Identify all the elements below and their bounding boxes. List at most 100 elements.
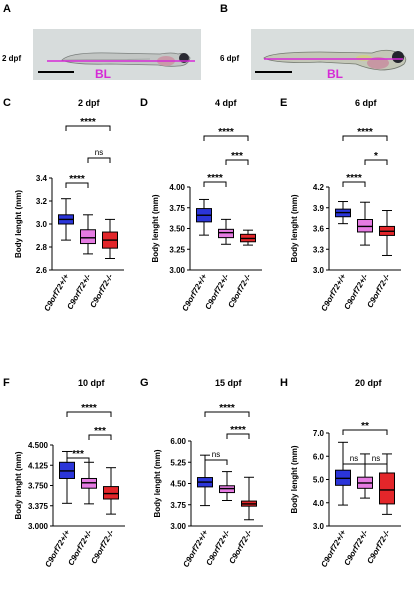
panel-label-c: C — [3, 97, 11, 109]
bracket-line — [342, 135, 388, 141]
box-1 — [335, 441, 351, 506]
significance-label: **** — [218, 127, 234, 138]
panel-label-g: G — [140, 377, 149, 389]
significance-bracket: ns — [87, 148, 111, 163]
significance-label: ns — [95, 148, 103, 157]
y-tick-label: 3.00 — [169, 266, 185, 275]
bracket-line — [66, 457, 90, 463]
y-tick-label: 3.00 — [170, 522, 186, 531]
significance-bracket: *** — [66, 449, 90, 463]
box-2 — [81, 461, 97, 505]
significance-bracket: *** — [88, 426, 112, 440]
significance-bracket: **** — [342, 173, 366, 187]
significance-bracket: ns — [364, 454, 388, 469]
chart-g: G 15 dpf 3.00 3.75 4.50 5.25 6.00 Body lenght (… — [140, 377, 263, 569]
bl-label-b: BL — [327, 67, 343, 81]
y-tick-label: 3.000 — [28, 522, 49, 531]
significance-bracket: **** — [65, 117, 111, 131]
y-tick-label: 4.00 — [169, 183, 185, 192]
y-axis-label: Body lenght (mm) — [290, 445, 299, 513]
significance-bracket: ns — [342, 454, 366, 469]
bracket-line — [225, 159, 249, 165]
y-tick-label: 2.8 — [36, 243, 48, 252]
bracket-line — [364, 463, 388, 469]
bracket-line — [88, 434, 112, 440]
significance-label: ns — [350, 454, 358, 463]
significance-label: **** — [230, 425, 246, 436]
y-axis-label: Body lenght (mm) — [151, 194, 160, 262]
box-3 — [379, 210, 395, 256]
box-iqr — [218, 228, 234, 239]
box-3 — [379, 453, 395, 515]
y-tick-label: 3.9 — [313, 204, 325, 213]
y-axis-label: Body lenght (mm) — [14, 190, 23, 258]
bracket-line — [66, 411, 112, 417]
larva-drawing-b — [263, 49, 407, 71]
significance-bracket: **** — [65, 174, 89, 188]
significance-bracket: ** — [342, 421, 388, 435]
significance-bracket: **** — [342, 127, 388, 141]
significance-label: **** — [357, 127, 373, 138]
significance-label: **** — [219, 403, 235, 414]
y-tick-label: 6.0 — [313, 452, 325, 461]
box-iqr — [103, 486, 119, 500]
chart-title: 6 dpf — [355, 98, 378, 108]
y-tick-label: 6.00 — [170, 437, 186, 446]
panel-label-b: B — [220, 3, 228, 15]
panel-label-f: F — [3, 377, 10, 389]
y-tick-label: 3.4 — [36, 174, 48, 183]
significance-label: **** — [80, 117, 96, 128]
y-axis-label: Body lenght (mm) — [14, 451, 23, 519]
significance-bracket: **** — [204, 403, 250, 417]
chart-f: F 10 dpf 3.000 3.375 3.750 4.125 4.500 Body len… — [3, 377, 125, 569]
chart-title: 2 dpf — [78, 98, 101, 108]
box-3 — [240, 229, 256, 246]
chart-title: 10 dpf — [78, 378, 106, 388]
y-tick-label: 7.0 — [313, 429, 325, 438]
y-tick-label: 4.500 — [28, 441, 49, 450]
bracket-line — [342, 181, 366, 187]
box-2 — [219, 471, 235, 501]
significance-label: *** — [72, 449, 84, 460]
significance-label: **** — [207, 173, 223, 184]
y-tick-label: 4.0 — [313, 499, 325, 508]
box-2 — [80, 214, 96, 255]
stage-label-a: 2 dpf — [2, 54, 21, 63]
panel-label-d: D — [140, 97, 148, 109]
bracket-line — [204, 459, 228, 465]
y-tick-label: 2.6 — [36, 266, 48, 275]
y-tick-label: 3.2 — [36, 197, 48, 206]
significance-label: **** — [69, 174, 85, 185]
significance-label: ns — [372, 454, 380, 463]
box-iqr — [379, 472, 395, 505]
box-1 — [196, 198, 212, 236]
bracket-line — [204, 411, 250, 417]
box-2 — [218, 218, 234, 245]
y-tick-label: 3.75 — [170, 501, 186, 510]
y-tick-label: 4.50 — [170, 480, 186, 489]
significance-label: **** — [81, 403, 97, 414]
stage-label-b: 6 dpf — [220, 54, 239, 63]
larva-drawing-a — [61, 52, 191, 67]
y-tick-label: 3.375 — [28, 502, 49, 511]
y-tick-label: 5.25 — [170, 458, 186, 467]
y-tick-label: 4.125 — [28, 461, 49, 470]
significance-label: * — [374, 151, 378, 162]
significance-bracket: **** — [203, 127, 249, 141]
chart-title: 20 dpf — [355, 378, 383, 388]
box-1 — [335, 201, 351, 225]
significance-label: *** — [231, 151, 243, 162]
box-iqr — [80, 229, 96, 245]
significance-label: *** — [94, 426, 106, 437]
y-tick-label: 3.25 — [169, 245, 185, 254]
bracket-line — [65, 182, 89, 188]
box-1 — [58, 198, 74, 241]
bracket-line — [65, 125, 111, 131]
y-tick-label: 3.0 — [313, 522, 325, 531]
box-3 — [103, 467, 119, 515]
y-tick-label: 3.6 — [313, 225, 325, 234]
bracket-line — [203, 135, 249, 141]
panel-b: B 6 dpf BL — [220, 3, 414, 81]
